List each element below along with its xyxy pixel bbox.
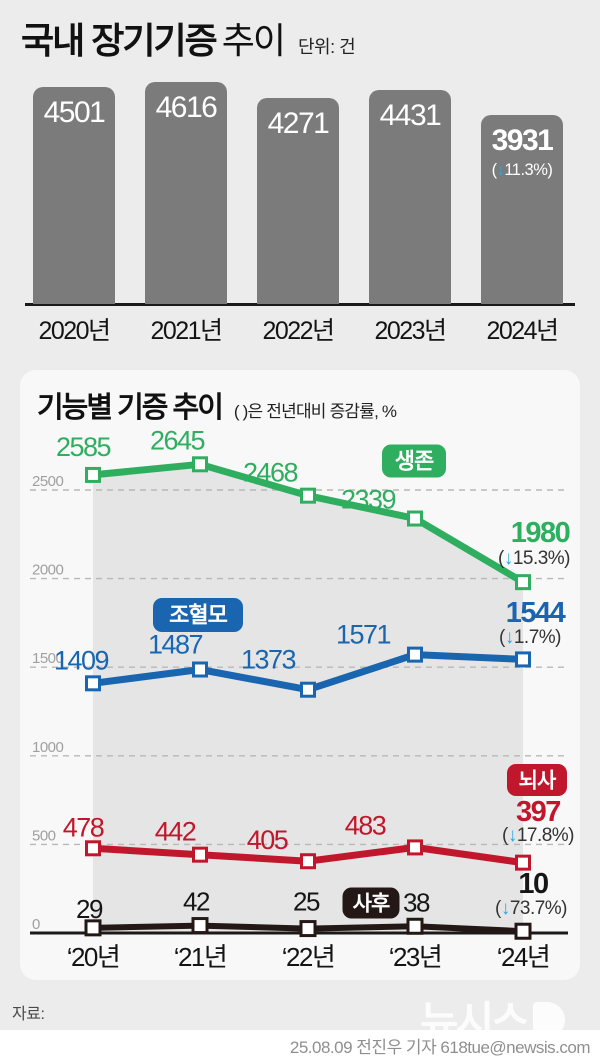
area-fill xyxy=(93,464,523,933)
bar-chart: 4501 2020년 4616 2021년 4271 2022년 4431 2023년 3931… xyxy=(0,0,600,350)
final-value-label-조혈모: 1544 xyxy=(506,597,566,629)
page-title-light: 추이 xyxy=(221,20,286,61)
bar-value-label: 3931 xyxy=(491,124,554,157)
series-badge-뇌사 xyxy=(507,764,567,796)
series-badge-label-생존: 생존 xyxy=(395,449,434,474)
bar-x-tick-label: 2024년 xyxy=(486,317,559,345)
bar-2023년: 4431 xyxy=(369,90,451,304)
bar-2021년: 4616 xyxy=(145,82,227,304)
bar-2022년: 4271 xyxy=(257,98,339,304)
bar-x-tick-label: 2022년 xyxy=(262,317,335,345)
line-chart-card: 기능별 기증 추이 ( )은 전년대비 증감률, % 0 500 1000 1500 2… xyxy=(20,370,580,980)
data-point-조혈모 xyxy=(515,651,531,668)
point-value-label-생존: 2585 xyxy=(56,432,111,462)
bar-x-tick-label: 2021년 xyxy=(150,317,223,345)
bar-value-label: 4271 xyxy=(267,107,330,140)
bar-x-tick-label: 2023년 xyxy=(374,317,447,345)
down-arrow-icon: ↓ xyxy=(496,161,505,179)
byline: 25.08.09 전진우 기자 618tue@newsis.com xyxy=(289,1038,591,1057)
change-label-뇌사: (↓17.8%) xyxy=(502,825,574,846)
data-point-조혈모 xyxy=(300,681,316,698)
bar-x-tick-label: 2020년 xyxy=(38,317,111,345)
bar-value-label: 4431 xyxy=(379,99,442,132)
bar-chart-baseline xyxy=(25,303,575,306)
point-value-label-뇌사: 478 xyxy=(63,812,104,842)
point-value-label-생존: 2468 xyxy=(243,458,298,488)
data-point-뇌사 xyxy=(515,854,531,871)
point-value-label-조혈모: 1373 xyxy=(241,645,296,675)
data-point-생존 xyxy=(407,510,423,527)
series-badge-label-사후: 사후 xyxy=(353,891,390,915)
point-value-label-조혈모: 1571 xyxy=(336,620,391,650)
point-value-label-사후: 29 xyxy=(76,894,103,924)
point-value-label-뇌사: 405 xyxy=(247,825,288,855)
series-badge-사후 xyxy=(342,887,400,919)
data-point-조혈모 xyxy=(407,646,423,663)
data-point-뇌사 xyxy=(85,840,101,857)
x-tick-label: ‘20년 xyxy=(67,942,120,972)
change-label-조혈모: (↓1.7%) xyxy=(499,627,561,648)
line-chart-svg: 0 500 1000 1500 2000 2500 2585 2645 2468 2339 1409… xyxy=(30,425,575,972)
final-value-label-뇌사: 397 xyxy=(516,796,560,828)
point-value-label-뇌사: 442 xyxy=(155,817,196,847)
y-tick-label: 2500 xyxy=(32,473,64,490)
point-value-label-사후: 42 xyxy=(183,887,210,917)
data-point-사후 xyxy=(406,917,424,935)
source-label: 자료: xyxy=(12,1006,45,1023)
point-value-label-생존: 2339 xyxy=(341,485,396,515)
unit-label: 단위: 건 xyxy=(297,37,356,57)
data-point-사후 xyxy=(84,919,102,937)
y-tick-label: 0 xyxy=(32,916,40,933)
data-point-사후 xyxy=(299,920,317,938)
series-badge-생존 xyxy=(382,444,446,478)
bar-change-label: (↓11.3%) xyxy=(491,161,553,179)
page-title: 국내 장기기증 추이 xyxy=(21,12,286,64)
line-chart-subtitle: ( )은 전년대비 증감률, % xyxy=(233,402,397,421)
point-value-label-뇌사: 483 xyxy=(345,810,386,840)
data-point-사후 xyxy=(191,917,209,935)
data-point-생존 xyxy=(515,574,531,591)
point-value-label-사후: 38 xyxy=(403,887,430,917)
header: 국내 장기기증 추이 단위: 건 xyxy=(21,12,356,64)
series-badge-label-조혈모: 조혈모 xyxy=(169,603,227,628)
change-label-생존: (↓15.3%) xyxy=(498,548,570,569)
x-tick-label: ‘24년 xyxy=(497,942,550,972)
series-badge-label-뇌사: 뇌사 xyxy=(519,769,557,792)
point-value-label-사후: 25 xyxy=(293,887,320,917)
bar-2024년: 3931 (↓11.3%) xyxy=(481,115,563,304)
bar-2020년: 4501 xyxy=(33,87,115,304)
y-tick-label: 500 xyxy=(32,827,56,844)
point-value-label-생존: 2645 xyxy=(150,425,205,455)
point-value-label-조혈모: 1409 xyxy=(54,645,109,675)
data-point-조혈모 xyxy=(192,661,208,678)
final-value-label-생존: 1980 xyxy=(511,517,570,549)
x-tick-label: ‘21년 xyxy=(174,942,227,972)
point-value-label-조혈모: 1487 xyxy=(148,630,203,660)
y-tick-label: 1500 xyxy=(32,650,64,667)
y-tick-label: 2000 xyxy=(32,562,64,579)
data-point-뇌사 xyxy=(300,853,316,870)
bar-value-label: 4501 xyxy=(43,96,106,129)
x-tick-label: ‘22년 xyxy=(282,942,335,972)
bar-value-label: 4616 xyxy=(155,91,218,124)
line-chart-title: 기능별 기증 추이 xyxy=(37,392,224,424)
page-title-strong: 국내 장기기증 xyxy=(21,20,218,61)
data-point-조혈모 xyxy=(85,675,101,692)
data-point-생존 xyxy=(300,487,316,504)
y-tick-label: 1000 xyxy=(32,739,64,756)
series-badge-조혈모 xyxy=(153,598,243,632)
data-point-생존 xyxy=(192,456,208,473)
final-value-label-사후: 10 xyxy=(518,868,548,900)
data-point-사후 xyxy=(514,922,532,940)
x-tick-label: ‘23년 xyxy=(389,942,442,972)
change-label-사후: (↓73.7%) xyxy=(495,898,567,919)
data-point-생존 xyxy=(85,466,101,483)
data-point-뇌사 xyxy=(192,846,208,863)
data-point-뇌사 xyxy=(407,839,423,856)
footer-strip xyxy=(0,1030,600,1060)
line-chart-header: 기능별 기증 추이 ( )은 전년대비 증감률, % xyxy=(37,384,397,426)
